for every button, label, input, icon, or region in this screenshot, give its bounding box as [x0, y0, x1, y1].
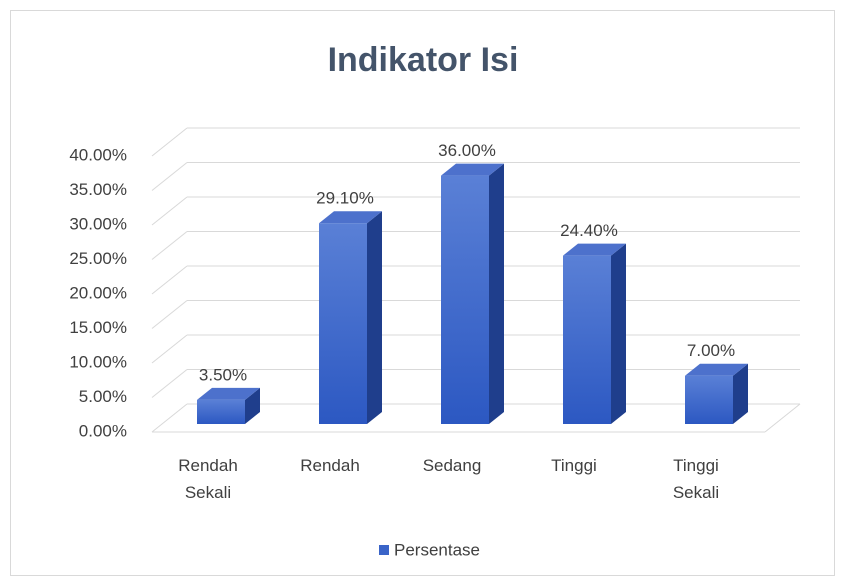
bar-top [563, 243, 626, 256]
x-tick-label: Tinggi [551, 456, 597, 475]
y-tick-label: 25.00% [69, 249, 127, 268]
bar-top [441, 163, 504, 176]
bar [197, 399, 245, 424]
bar [441, 175, 489, 424]
x-tick-label: Sedang [422, 456, 482, 475]
bar [563, 255, 611, 424]
data-label: 36.00% [438, 141, 496, 160]
grid-line [151, 231, 188, 260]
bar-side [489, 163, 504, 424]
bar [319, 223, 367, 424]
bar-side [611, 243, 626, 424]
x-tick-label: Tinggi Sekali [672, 456, 720, 502]
grid-line [151, 369, 188, 398]
bar-top [685, 363, 748, 376]
data-label: 3.50% [199, 365, 247, 384]
y-tick-label: 30.00% [69, 214, 127, 233]
bar-side [245, 387, 260, 424]
chart-border [10, 10, 835, 576]
bar-side [367, 211, 382, 424]
legend-swatch [379, 545, 389, 555]
y-tick-label: 5.00% [79, 387, 127, 406]
data-label: 24.40% [560, 221, 618, 240]
bar-top [319, 211, 382, 224]
y-tick-label: 0.00% [79, 421, 127, 440]
y-tick-label: 15.00% [69, 318, 127, 337]
grid-line [151, 300, 188, 329]
chart-title: Indikator Isi [328, 41, 519, 79]
x-tick-label: Rendah Sekali [178, 456, 238, 502]
y-tick-label: 35.00% [69, 180, 127, 199]
data-label: 7.00% [687, 341, 735, 360]
grid-line [151, 127, 188, 157]
grid-line [151, 196, 188, 226]
floor-side [764, 403, 801, 433]
grid-line [151, 334, 188, 364]
grid-line [151, 265, 188, 295]
bar-top [197, 387, 260, 400]
bar-side [733, 363, 748, 424]
legend-label: Persentase [394, 540, 480, 559]
grid-line [151, 162, 188, 191]
y-tick-label: 10.00% [69, 352, 127, 371]
grid-line [151, 403, 188, 433]
data-label: 29.10% [316, 189, 374, 208]
x-tick-label: Rendah [300, 456, 360, 475]
bar [685, 375, 733, 424]
y-tick-label: 20.00% [69, 283, 127, 302]
y-tick-label: 40.00% [69, 145, 127, 164]
